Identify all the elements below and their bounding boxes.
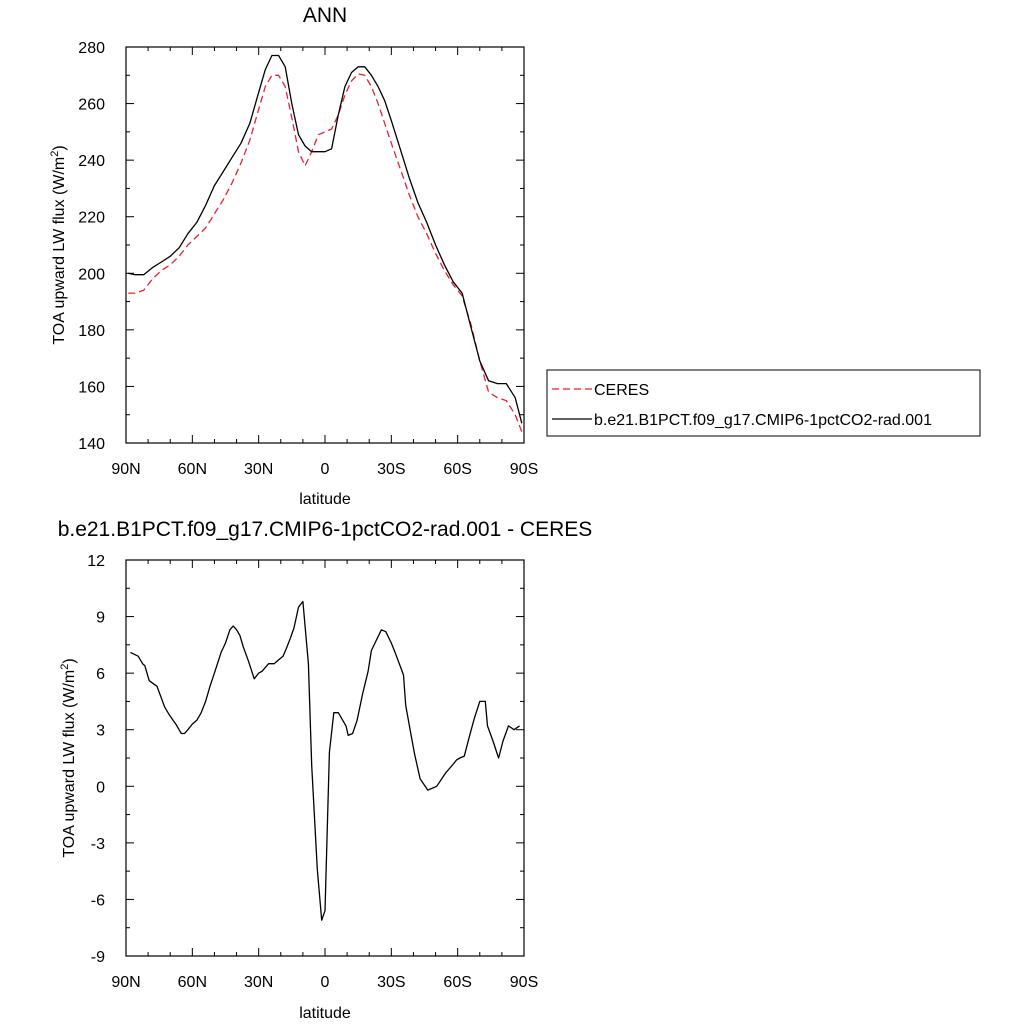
top-series-group bbox=[128, 54, 523, 432]
bottom-x-tick-label: 0 bbox=[321, 974, 330, 991]
bottom-y-tick-label: 9 bbox=[96, 610, 105, 627]
top-axes: 90N 60N 30N 0 30S 60S 90S 140 160 180 200 220 240 260… bbox=[78, 40, 538, 478]
top-y-tick-label: 260 bbox=[78, 97, 105, 114]
bottom-x-tick-label: 60S bbox=[443, 974, 471, 991]
bottom-y-tick-label: 12 bbox=[87, 553, 105, 570]
legend: CERES b.e21.B1PCT.f09_g17.CMIP6-1pctCO2-… bbox=[546, 369, 981, 437]
top-y-tick-label: 240 bbox=[78, 153, 105, 170]
bottom-series-line-0 bbox=[130, 600, 520, 921]
top-y-tick-label: 180 bbox=[78, 323, 105, 340]
top-plot-frame bbox=[125, 46, 525, 444]
top-y-tick-label: 140 bbox=[78, 436, 105, 453]
top-y-tick-label: 160 bbox=[78, 379, 105, 396]
bottom-y-tick-label: -9 bbox=[91, 949, 105, 966]
top-series-line-0 bbox=[128, 73, 523, 432]
bottom-x-axis-label: latitude bbox=[299, 1005, 351, 1022]
bottom-series-group bbox=[130, 600, 520, 921]
top-x-tick-label: 0 bbox=[321, 461, 330, 478]
legend-label-model: b.e21.B1PCT.f09_g17.CMIP6-1pctCO2-rad.00… bbox=[594, 412, 932, 429]
bottom-y-axis-label-base: TOA upward LW flux (W/m bbox=[61, 670, 78, 858]
bottom-y-tick-label: 3 bbox=[96, 723, 105, 740]
bottom-y-tick-label: 0 bbox=[96, 779, 105, 796]
bottom-y-tick-label: 6 bbox=[96, 666, 105, 683]
bottom-axes: 90N 60N 30N 0 30S 60S 90S -9 -6 -3 0 3 6 9 12 bbox=[87, 553, 538, 991]
top-y-axis-label-base: TOA upward LW flux (W/m bbox=[51, 157, 68, 345]
top-y-tick-label: 280 bbox=[78, 40, 105, 57]
bottom-x-tick-label: 30N bbox=[244, 974, 273, 991]
top-x-tick-label: 60N bbox=[178, 461, 207, 478]
bottom-y-axis-label-close: ) bbox=[61, 658, 78, 663]
bottom-panel: b.e21.B1PCT.f09_g17.CMIP6-1pctCO2-rad.00… bbox=[58, 518, 593, 1022]
top-x-tick-label: 30N bbox=[244, 461, 273, 478]
bottom-y-axis-label: TOA upward LW flux (W/m2) bbox=[59, 658, 78, 857]
top-y-tick-label: 200 bbox=[78, 266, 105, 283]
legend-label-ceres: CERES bbox=[594, 382, 649, 399]
bottom-x-tick-label: 60N bbox=[178, 974, 207, 991]
top-x-tick-label: 90S bbox=[510, 461, 538, 478]
top-y-tick-label: 220 bbox=[78, 210, 105, 227]
top-x-tick-label: 60S bbox=[443, 461, 471, 478]
top-x-tick-label: 90N bbox=[111, 461, 140, 478]
bottom-x-tick-label: 90N bbox=[111, 974, 140, 991]
top-y-axis-label-close: ) bbox=[51, 145, 68, 150]
top-panel: ANN 90N 60N 30N 0 30S 60S 90S 140 160 180 200 220 24… bbox=[49, 4, 538, 508]
bottom-title: b.e21.B1PCT.f09_g17.CMIP6-1pctCO2-rad.00… bbox=[58, 518, 593, 541]
top-y-axis-label-sup: 2 bbox=[49, 151, 61, 157]
bottom-x-tick-label: 90S bbox=[510, 974, 538, 991]
top-x-axis-label: latitude bbox=[299, 491, 351, 508]
top-y-axis-label: TOA upward LW flux (W/m2) bbox=[49, 145, 68, 344]
top-x-tick-label: 30S bbox=[377, 461, 405, 478]
top-series-line-1 bbox=[128, 54, 523, 424]
top-title: ANN bbox=[303, 4, 347, 27]
bottom-y-tick-label: -6 bbox=[91, 892, 105, 909]
bottom-x-tick-label: 30S bbox=[377, 974, 405, 991]
bottom-y-axis-label-sup: 2 bbox=[59, 664, 71, 670]
bottom-y-tick-label: -3 bbox=[91, 836, 105, 853]
legend-box bbox=[546, 369, 981, 437]
